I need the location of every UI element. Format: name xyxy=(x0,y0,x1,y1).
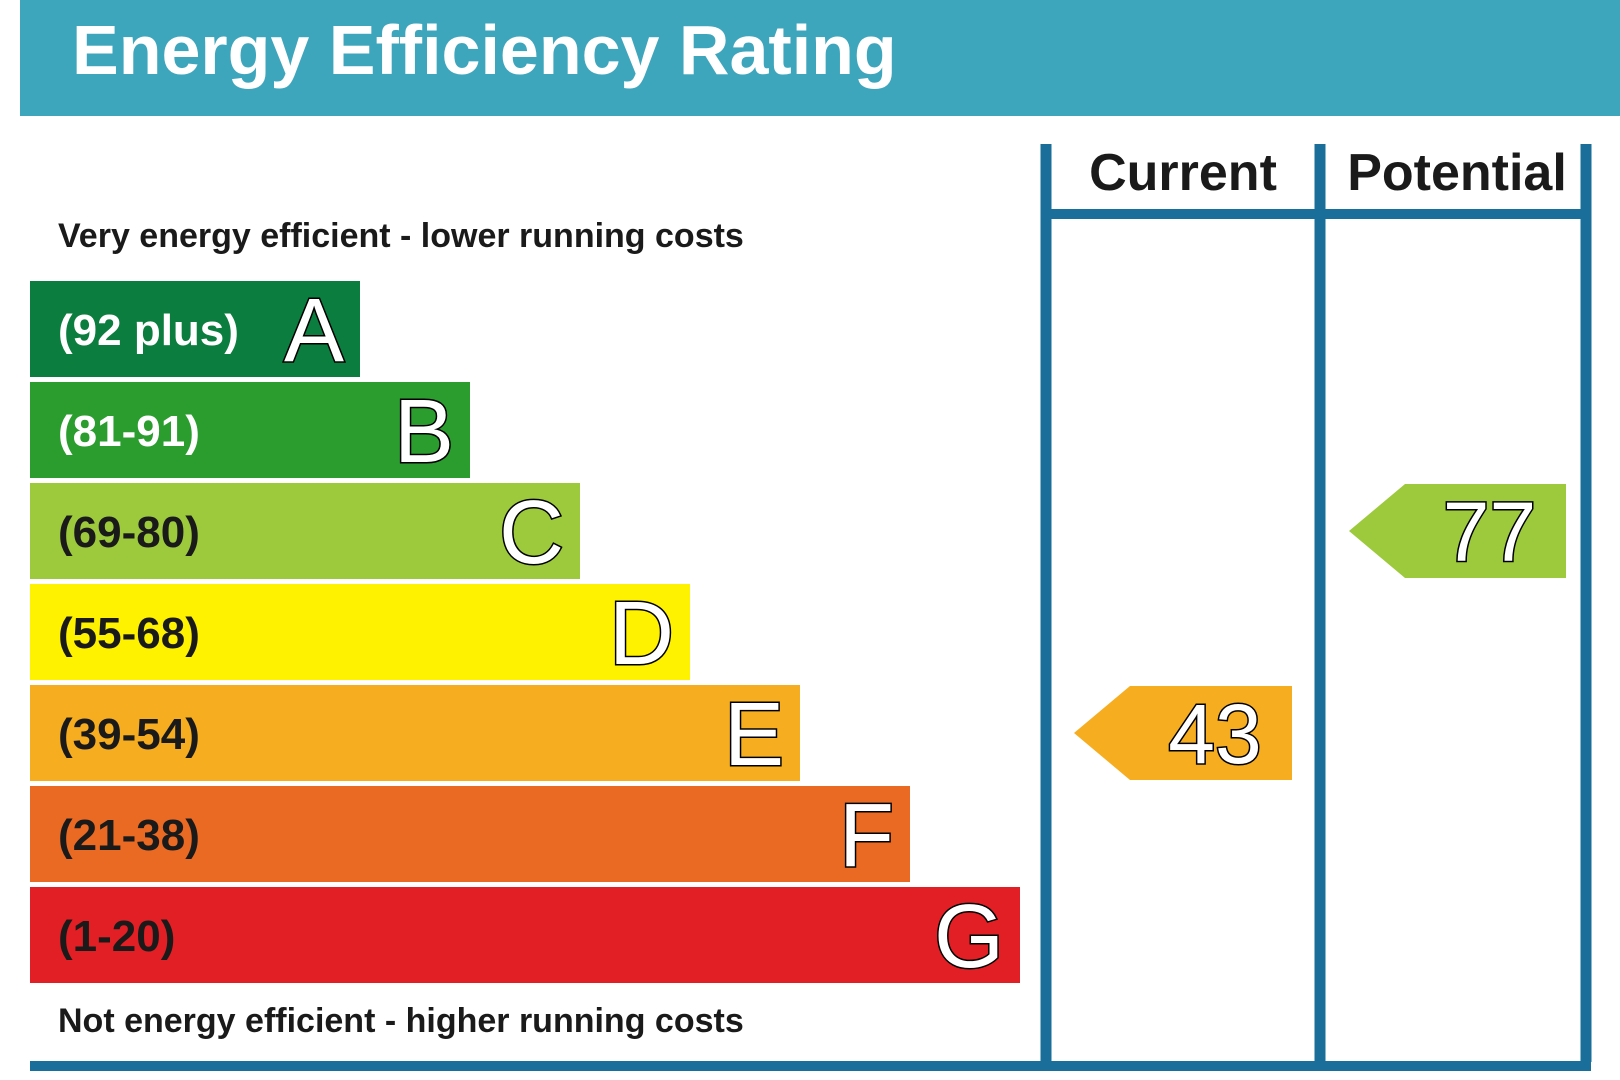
band-b-bar xyxy=(30,382,470,478)
band-c-letter: C xyxy=(499,483,564,583)
band-f-range: (21-38) xyxy=(58,811,200,860)
band-c-range: (69-80) xyxy=(58,508,200,557)
column-frame xyxy=(30,144,1592,1071)
chart-title: Energy Efficiency Rating xyxy=(72,11,897,89)
top-note: Very energy efficient - lower running co… xyxy=(58,217,744,255)
band-e-letter: E xyxy=(724,685,784,785)
potential-score-value: 77 xyxy=(1443,485,1536,579)
band-g-range: (1-20) xyxy=(58,912,175,961)
band-g-letter: G xyxy=(934,887,1004,987)
band-a-bar xyxy=(30,281,360,377)
band-b-letter: B xyxy=(394,382,454,482)
band-d-bar xyxy=(30,584,690,680)
band-e-bar xyxy=(30,685,800,781)
potential-column-header: Potential xyxy=(1347,144,1567,202)
band-d-range: (55-68) xyxy=(58,609,200,658)
bottom-note: Not energy efficient - higher running co… xyxy=(58,1002,744,1040)
current-score-value: 43 xyxy=(1168,687,1261,781)
potential-score-arrow xyxy=(1349,484,1566,578)
band-f-letter: F xyxy=(839,786,894,886)
band-c-bar xyxy=(30,483,580,579)
band-d-letter: D xyxy=(609,584,674,684)
band-g-bar xyxy=(30,887,1020,983)
score-arrows: 43 77 xyxy=(1074,484,1566,783)
band-a-range: (92 plus) xyxy=(58,306,239,355)
band-a-letter: A xyxy=(284,281,344,381)
current-column-header: Current xyxy=(1089,144,1277,202)
rating-bands: (92 plus) A (81-91) B (69-80) C (55-68) D (39-54… xyxy=(30,280,1020,989)
current-score-arrow xyxy=(1074,686,1292,780)
band-b-range: (81-91) xyxy=(58,407,200,456)
band-f-bar xyxy=(30,786,910,882)
title-banner xyxy=(20,0,1620,116)
band-e-range: (39-54) xyxy=(58,710,200,759)
